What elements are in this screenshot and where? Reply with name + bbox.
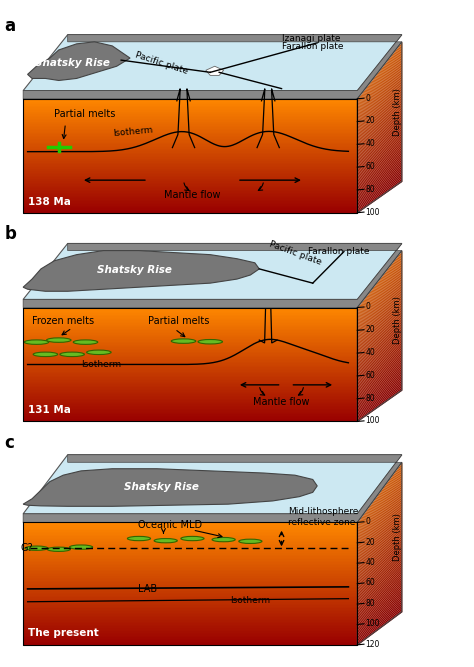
Text: c: c — [5, 434, 15, 452]
Text: Mantle flow: Mantle flow — [164, 191, 221, 201]
Text: 40: 40 — [365, 558, 375, 567]
Ellipse shape — [70, 545, 92, 549]
Text: Mantle flow: Mantle flow — [253, 398, 310, 407]
Text: 60: 60 — [365, 578, 375, 588]
Text: 0: 0 — [365, 93, 370, 103]
Text: Pacific plate: Pacific plate — [267, 239, 322, 267]
Ellipse shape — [212, 538, 235, 542]
Polygon shape — [23, 243, 402, 299]
Text: Izanagi plate: Izanagi plate — [282, 34, 340, 43]
Polygon shape — [23, 35, 402, 91]
Ellipse shape — [25, 546, 48, 550]
Ellipse shape — [60, 352, 84, 357]
Text: Partial melts: Partial melts — [148, 316, 209, 325]
Text: 80: 80 — [365, 599, 375, 608]
Ellipse shape — [181, 536, 204, 541]
Text: 100: 100 — [365, 207, 380, 217]
Text: 60: 60 — [365, 162, 375, 171]
Ellipse shape — [47, 547, 70, 552]
Ellipse shape — [198, 340, 222, 344]
Text: 40: 40 — [365, 139, 375, 148]
Text: 20: 20 — [365, 117, 375, 125]
Ellipse shape — [33, 352, 58, 357]
Text: 120: 120 — [365, 640, 380, 649]
Text: Isotherm: Isotherm — [112, 126, 153, 139]
Text: 100: 100 — [365, 619, 380, 628]
Text: Depth (km): Depth (km) — [393, 296, 402, 344]
Text: b: b — [5, 225, 17, 243]
Ellipse shape — [46, 338, 71, 342]
Polygon shape — [23, 455, 402, 522]
Polygon shape — [23, 251, 259, 291]
Polygon shape — [23, 243, 402, 307]
Text: 20: 20 — [365, 325, 375, 334]
Text: 20: 20 — [365, 538, 375, 547]
Text: 60: 60 — [365, 371, 375, 380]
Text: Shatsky Rise: Shatsky Rise — [124, 482, 199, 492]
Text: 138 Ma: 138 Ma — [27, 197, 71, 207]
Text: Farallon plate: Farallon plate — [308, 247, 370, 256]
Text: Isotherm: Isotherm — [81, 360, 121, 369]
Ellipse shape — [73, 340, 98, 344]
Text: Isotherm: Isotherm — [230, 596, 271, 605]
Text: 100: 100 — [365, 416, 380, 426]
Text: 40: 40 — [365, 348, 375, 357]
Ellipse shape — [24, 340, 49, 344]
Text: G?: G? — [21, 543, 34, 553]
Ellipse shape — [128, 536, 151, 541]
Text: 0: 0 — [365, 302, 370, 311]
Text: Frozen melts: Frozen melts — [32, 316, 94, 325]
Text: Depth (km): Depth (km) — [393, 87, 402, 135]
Polygon shape — [23, 469, 317, 506]
Text: 80: 80 — [365, 394, 375, 403]
Text: Shatsky Rise: Shatsky Rise — [35, 58, 109, 68]
Text: a: a — [5, 17, 16, 35]
Polygon shape — [206, 66, 224, 75]
Text: Shatsky Rise: Shatsky Rise — [97, 265, 172, 275]
Ellipse shape — [154, 538, 177, 543]
Text: Farallon plate: Farallon plate — [282, 43, 343, 51]
Text: The present: The present — [27, 628, 98, 638]
Text: 80: 80 — [365, 185, 375, 194]
Text: LAB: LAB — [138, 584, 157, 594]
Text: Partial melts: Partial melts — [55, 109, 116, 119]
Text: 131 Ma: 131 Ma — [27, 406, 71, 416]
Text: Mid-lithosphere
reflective zone: Mid-lithosphere reflective zone — [288, 508, 359, 527]
Text: Depth (km): Depth (km) — [393, 513, 402, 561]
Text: 0: 0 — [365, 518, 370, 526]
Text: Oceanic MLD: Oceanic MLD — [138, 520, 202, 530]
Ellipse shape — [87, 350, 111, 355]
Polygon shape — [27, 42, 130, 81]
Ellipse shape — [171, 339, 196, 344]
Text: Pacific plate: Pacific plate — [134, 51, 189, 76]
Polygon shape — [23, 35, 402, 99]
Polygon shape — [23, 455, 402, 514]
Ellipse shape — [239, 539, 262, 544]
